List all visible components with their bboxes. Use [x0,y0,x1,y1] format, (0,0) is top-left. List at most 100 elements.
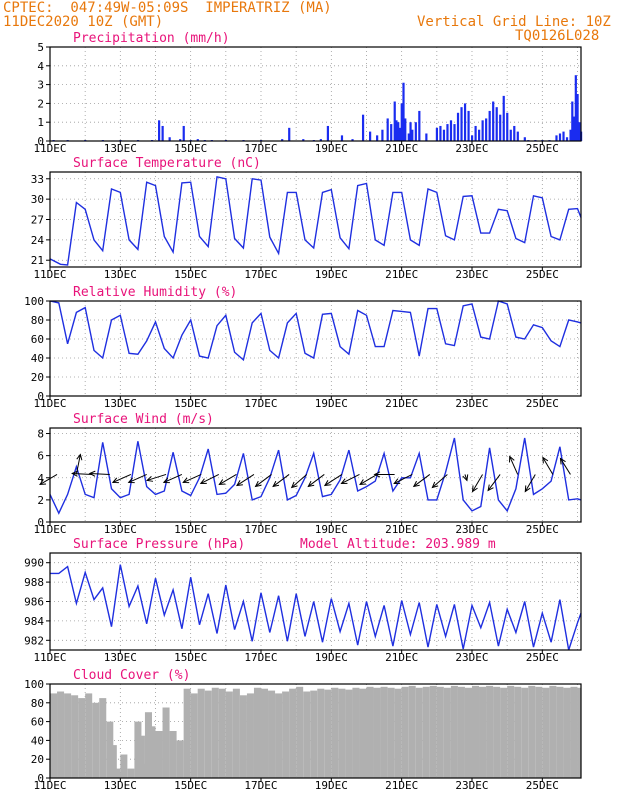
cloud-bar [218,688,226,778]
wind-arrow-shaft [307,474,325,487]
wind-arrow-head [471,485,478,493]
y-tick-label: 3 [37,79,44,92]
vertical-grid-label: Vertical Grid Line: 10Z [417,14,611,30]
y-tick-label: 40 [31,734,44,747]
wind-arrow-head [235,480,243,487]
precip-bar [460,107,463,141]
x-tick-label: 13DEC [104,523,137,536]
y-tick-label: 5 [37,41,44,54]
cloud-bar [64,693,72,778]
y-tick-label: 986 [24,596,44,609]
precip-bar [478,129,481,141]
cloud-bar [176,740,184,778]
precip-bar [463,103,467,141]
wind-arrow-shaft [128,473,147,483]
cloud-bar [239,695,247,778]
cloud-bar [50,693,58,778]
precip-bar [456,112,460,141]
cloud-bar [415,687,423,778]
cloud-bar [253,687,261,778]
cloud-bar [366,686,374,778]
cloud-bar [92,702,100,778]
cloud-bar [493,686,501,778]
precip-bar [179,139,182,141]
y-tick-label: 0 [37,772,44,785]
chart-panel-4 [39,427,582,526]
panel-title: Relative Humidity (%) [73,285,237,300]
panel-frame [49,300,582,397]
y-tick-label: 8 [37,428,44,441]
cloud-bar [331,687,339,778]
precip-bar [453,124,456,141]
series-line [49,175,582,266]
x-tick-label: 13DEC [104,651,137,664]
precip-bar [395,120,398,141]
wind-arrow-head [162,477,170,484]
cloud-bar [317,688,325,778]
precip-bar [402,82,405,141]
x-tick-label: 19DEC [315,779,348,792]
model-altitude-label: Model Altitude: 203.989 m [300,537,496,552]
x-tick-label: 21DEC [385,523,418,536]
wind-arrow [487,474,501,492]
wind-arrow-head [218,479,226,486]
precip-bar [411,129,414,141]
cloud-bar [359,688,367,778]
x-tick-label: 19DEC [315,651,348,664]
precip-bar [404,118,407,141]
precip-bar [481,120,484,141]
cloud-bar [507,685,515,778]
wind-arrow-head [290,481,298,489]
cloud-bar [429,685,437,778]
x-tick-label: 15DEC [174,142,207,155]
x-tick-label: 15DEC [174,651,207,664]
precip-bar [555,135,558,141]
wind-arrow-shaft [487,474,501,491]
cloud-bar [471,685,480,778]
wind-arrow-head [431,481,439,489]
panel-title: Cloud Cover (%) [73,668,190,683]
precip-bar [576,94,579,141]
precip-bar [516,131,519,141]
cloud-bar [352,687,360,778]
cloud-bar [109,745,117,778]
y-tick-label: 40 [31,352,44,365]
cloud-bar [99,698,107,778]
wind-arrow-head [412,480,420,488]
x-tick-label: 19DEC [315,397,348,410]
wind-arrow-head [323,480,331,487]
chart-panel-1 [46,46,583,145]
x-tick-label: 25DEC [526,142,559,155]
cloud-bar [549,685,557,778]
precip-bar [571,101,574,141]
precip-bar [574,75,577,141]
x-tick-label: 11DEC [33,523,66,536]
wind-arrow-shaft [509,456,519,475]
wind-arrow-head [462,474,469,482]
cloud-bar [542,687,550,778]
precip-bar [407,133,410,141]
cloud-bar [127,768,135,778]
precip-bar [499,114,502,141]
y-tick-label: 1 [37,116,44,129]
precip-bar [449,120,453,141]
precip-bar [572,116,576,141]
wind-arrow [471,474,483,493]
y-tick-label: 100 [24,678,44,691]
precip-bar [168,137,171,141]
x-tick-label: 13DEC [104,142,137,155]
y-tick-label: 988 [24,576,44,589]
cloud-bar [120,754,128,778]
cloud-bar [137,735,145,778]
chart-panel-2 [46,171,582,271]
x-tick-label: 17DEC [244,779,277,792]
cloud-bar [268,690,276,778]
x-tick-label: 23DEC [455,651,488,664]
precip-bar [398,127,402,141]
cloud-bar [148,726,156,778]
wind-arrow-shaft [560,458,571,475]
wind-arrow [127,473,147,484]
cloud-bar [289,688,297,778]
precip-bar [158,120,161,141]
x-tick-label: 15DEC [174,523,207,536]
